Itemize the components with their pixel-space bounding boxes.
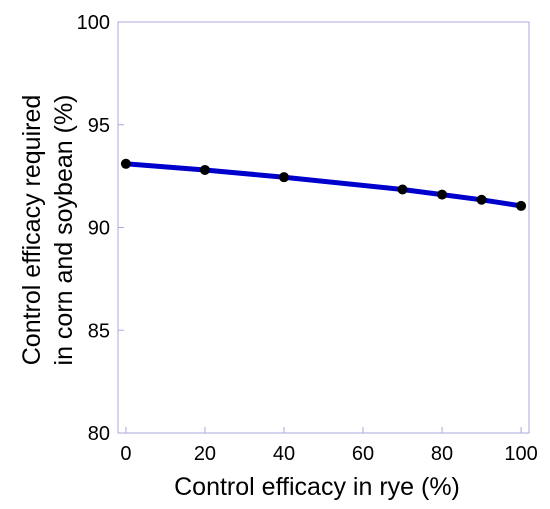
data-points xyxy=(120,158,527,211)
x-tick-label: 100 xyxy=(504,443,537,465)
x-tick-label: 60 xyxy=(352,443,374,465)
data-point xyxy=(476,194,487,205)
data-point xyxy=(199,164,210,175)
x-tick-label: 80 xyxy=(431,443,453,465)
data-point xyxy=(278,172,289,183)
y-tick-label: 90 xyxy=(88,218,110,240)
series-line xyxy=(123,161,524,209)
x-tick-label: 0 xyxy=(120,443,131,465)
y-tick-label: 85 xyxy=(88,320,110,342)
x-tick-label: 20 xyxy=(194,443,216,465)
x-tick-label: 40 xyxy=(273,443,295,465)
y-tick-label: 80 xyxy=(88,423,110,445)
x-axis-ticks: 0 20 40 60 80 100 xyxy=(120,427,538,465)
data-point xyxy=(120,158,131,169)
x-axis-label: Control efficacy in rye (%) xyxy=(174,473,460,501)
y-axis-label-line-1: Control efficacy required xyxy=(18,95,46,366)
plot-frame xyxy=(117,21,530,434)
y-tick-label: 95 xyxy=(88,115,110,137)
data-point xyxy=(437,189,448,200)
y-axis-label-line-2: in corn and soybean (%) xyxy=(50,95,78,366)
data-point xyxy=(397,184,408,195)
y-tick-label: 100 xyxy=(77,12,110,34)
y-axis-ticks: 80 85 90 95 100 xyxy=(77,12,124,445)
data-point xyxy=(516,200,527,211)
